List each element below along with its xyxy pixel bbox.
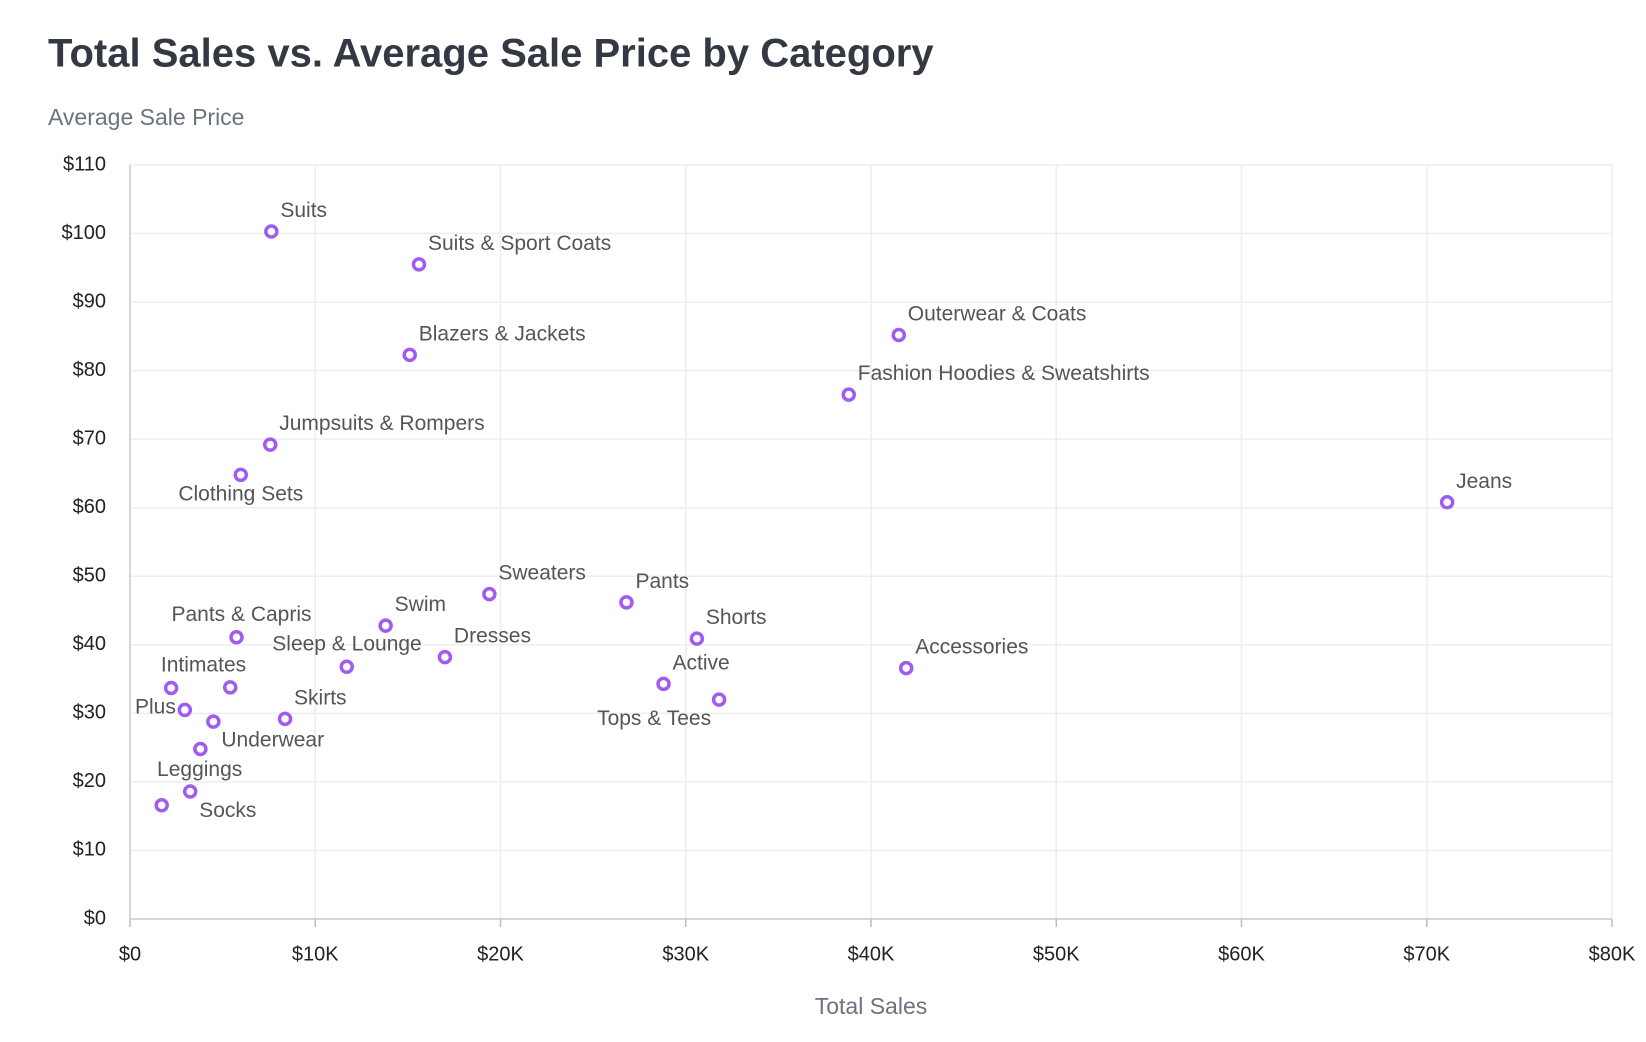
- point-label: Intimates: [161, 654, 246, 677]
- chart-title: Total Sales vs. Average Sale Price by Ca…: [48, 32, 934, 76]
- point: [193, 741, 208, 757]
- point: [411, 257, 427, 272]
- y-tick-label: $30: [73, 702, 106, 724]
- point: [378, 618, 393, 633]
- point-label: Clothing Sets: [178, 482, 303, 505]
- x-tick-label: $20K: [477, 943, 524, 965]
- point-label: Sweaters: [498, 562, 586, 585]
- point: [841, 387, 857, 402]
- point: [437, 649, 453, 665]
- point-label: Underwear: [221, 729, 324, 752]
- point-label: Sleep & Lounge: [272, 632, 421, 655]
- point-label: Plus: [135, 695, 176, 718]
- point: [163, 680, 179, 696]
- point-label: Jumpsuits & Rompers: [279, 412, 484, 435]
- point: [339, 659, 354, 675]
- x-tick-label: $40K: [848, 943, 895, 965]
- x-tick-label: $80K: [1589, 943, 1636, 965]
- point: [222, 680, 238, 695]
- point: [182, 784, 198, 799]
- point-label: Fashion Hoodies & Sweatshirts: [858, 362, 1150, 385]
- point-label: Skirts: [294, 686, 347, 709]
- point-label: Active: [673, 651, 730, 674]
- point: [277, 711, 293, 727]
- x-tick-label: $0: [119, 943, 141, 965]
- x-axis-label: Total Sales: [815, 993, 928, 1019]
- y-tick-label: $100: [62, 222, 107, 244]
- y-tick-label: $110: [63, 153, 106, 175]
- y-tick-label: $10: [73, 839, 106, 861]
- y-tick-label: $0: [84, 907, 106, 929]
- point-label: Blazers & Jackets: [419, 322, 586, 345]
- x-tick-label: $10K: [292, 943, 339, 965]
- point: [1439, 494, 1455, 510]
- y-tick-label: $70: [73, 427, 106, 449]
- point: [656, 676, 671, 692]
- point-label: Socks: [199, 799, 256, 822]
- point-label: Pants & Capris: [171, 603, 311, 626]
- x-tick-label: $50K: [1033, 943, 1080, 965]
- point: [264, 224, 279, 239]
- point-label: Leggings: [157, 758, 242, 781]
- point: [229, 630, 244, 645]
- point: [689, 631, 705, 646]
- point-label: Pants: [635, 570, 689, 593]
- point-label: Tops & Tees: [597, 707, 711, 730]
- point: [262, 437, 278, 452]
- point: [177, 702, 193, 718]
- point-label: Outerwear & Coats: [908, 303, 1087, 326]
- point: [154, 797, 169, 813]
- point: [891, 327, 907, 343]
- point: [619, 595, 634, 610]
- point-label: Swim: [395, 593, 446, 616]
- point-label: Shorts: [706, 606, 767, 629]
- point-label: Suits & Sport Coats: [428, 232, 611, 255]
- x-tick-label: $60K: [1218, 943, 1265, 965]
- y-tick-label: $20: [73, 770, 106, 792]
- point: [233, 467, 249, 483]
- point-label: Jeans: [1456, 470, 1512, 493]
- point: [206, 714, 221, 729]
- point-label: Dresses: [454, 625, 531, 648]
- y-tick-label: $40: [73, 633, 106, 655]
- point: [711, 692, 727, 707]
- y-tick-label: $80: [73, 359, 106, 381]
- point-label: Suits: [280, 199, 327, 222]
- point-label: Accessories: [915, 636, 1028, 659]
- x-tick-label: $30K: [662, 943, 709, 965]
- point: [402, 347, 417, 363]
- y-tick-label: $60: [73, 496, 106, 518]
- y-axis-label: Average Sale Price: [48, 104, 244, 130]
- point: [898, 660, 914, 676]
- y-tick-label: $90: [73, 290, 106, 312]
- y-tick-label: $50: [73, 565, 106, 587]
- point: [482, 586, 497, 602]
- x-tick-label: $70K: [1403, 943, 1450, 965]
